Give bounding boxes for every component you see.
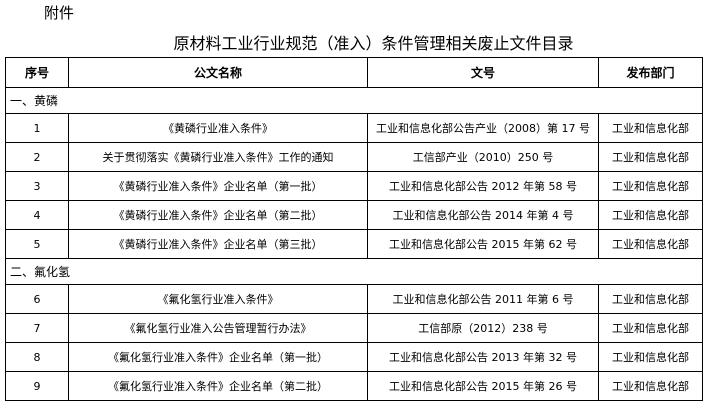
serial-cell: 1 [5,113,69,143]
document-title: 原材料工业行业规范（准入）条件管理相关废止文件目录 [173,34,574,53]
department-cell: 工业和信息化部 [598,342,703,372]
document-number-cell: 工业和信息化部公告 2011 年第 6 号 [367,284,599,314]
document-name-cell: 《氟化氢行业准入条件》企业名单（第一批） [68,342,368,372]
department-cell: 工业和信息化部 [598,313,703,343]
header-issuing-department: 发布部门 [598,57,703,88]
table-row: 6 《氟化氢行业准入条件》 工业和信息化部公告 2011 年第 6 号工业和信息化部 [5,284,703,314]
department-cell: 工业和信息化部 [598,113,703,143]
department-cell: 工业和信息化部 [598,142,703,172]
department-cell: 工业和信息化部 [598,200,703,230]
serial-cell: 5 [5,229,69,259]
document-number-cell: 工业和信息化部公告产业（2008）第 17 号 [367,113,599,143]
serial-cell: 4 [5,200,69,230]
document-number-cell: 工信部产业（2010）250 号 [367,142,599,172]
document-name-cell: 《黄磷行业准入条件》企业名单（第一批） [68,171,368,201]
document-name-cell: 关于贯彻落实《黄磷行业准入条件》工作的通知 [68,142,368,172]
department-cell: 工业和信息化部 [598,284,703,314]
document-number-cell: 工业和信息化部公告 2013 年第 32 号 [367,342,599,372]
table-row: 9 《氟化氢行业准入条件》企业名单（第二批） 工业和信息化部公告 2015 年第 2… [5,371,703,401]
serial-cell: 3 [5,171,69,201]
table-row: 7 《氟化氢行业准入公告管理暂行办法》 工信部原（2012）238 号工业和信息化部 [5,313,703,343]
section-row: 一、黄磷 [5,87,703,114]
section-label: 一、黄磷 [5,87,703,114]
document-name-cell: 《黄磷行业准入条件》企业名单（第二批） [68,200,368,230]
header-document-number: 文号 [367,57,599,88]
table-row: 5 《黄磷行业准入条件》企业名单（第三批） 工业和信息化部公告 2015 年第 62… [5,229,703,259]
section-label: 二、氟化氢 [5,258,703,285]
table-header-row: 序号 公文名称 文号 发布部门 [5,57,703,88]
table-row: 4 《黄磷行业准入条件》企业名单（第二批） 工业和信息化部公告 2014 年第 4 … [5,200,703,230]
serial-cell: 2 [5,142,69,172]
department-cell: 工业和信息化部 [598,229,703,259]
document-number-cell: 工信部原（2012）238 号 [367,313,599,343]
serial-cell: 6 [5,284,69,314]
serial-cell: 8 [5,342,69,372]
header-serial: 序号 [5,57,69,88]
document-number-cell: 工业和信息化部公告 2012 年第 58 号 [367,171,599,201]
department-cell: 工业和信息化部 [598,371,703,401]
department-cell: 工业和信息化部 [598,171,703,201]
document-number-cell: 工业和信息化部公告 2015 年第 26 号 [367,371,599,401]
document-table: 序号 公文名称 文号 发布部门 一、黄磷 1 《黄磷行业准入条件》 工业和信息化部公告… [5,57,703,401]
table-row: 3 《黄磷行业准入条件》企业名单（第一批） 工业和信息化部公告 2012 年第 58… [5,171,703,201]
attachment-label: 附件 [44,4,75,22]
document-number-cell: 工业和信息化部公告 2014 年第 4 号 [367,200,599,230]
document-number-cell: 工业和信息化部公告 2015 年第 62 号 [367,229,599,259]
document-name-cell: 《氟化氢行业准入条件》 [68,284,368,314]
serial-cell: 7 [5,313,69,343]
section-row: 二、氟化氢 [5,258,703,285]
document-name-cell: 《黄磷行业准入条件》 [68,113,368,143]
table-row: 2 关于贯彻落实《黄磷行业准入条件》工作的通知 工信部产业（2010）250 号工业… [5,142,703,172]
document-name-cell: 《氟化氢行业准入公告管理暂行办法》 [68,313,368,343]
serial-cell: 9 [5,371,69,401]
document-name-cell: 《氟化氢行业准入条件》企业名单（第二批） [68,371,368,401]
table-row: 8 《氟化氢行业准入条件》企业名单（第一批） 工业和信息化部公告 2013 年第 3… [5,342,703,372]
header-document-name: 公文名称 [68,57,368,88]
document-name-cell: 《黄磷行业准入条件》企业名单（第三批） [68,229,368,259]
table-row: 1 《黄磷行业准入条件》 工业和信息化部公告产业（2008）第 17 号工业和信息化… [5,113,703,143]
